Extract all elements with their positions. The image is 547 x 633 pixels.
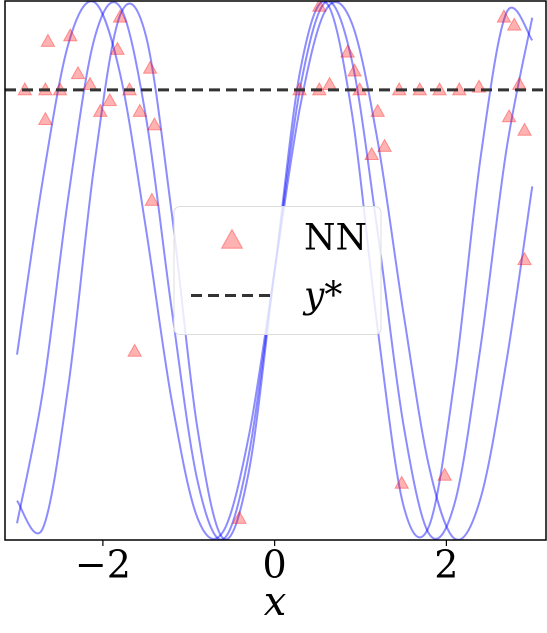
scatter-point (142, 60, 158, 74)
scatter-point (112, 9, 128, 23)
scatter-point (370, 103, 386, 117)
x-tick-label: 2 (434, 543, 458, 587)
legend-label: NN (304, 218, 367, 259)
legend-box (173, 206, 382, 335)
scatter-point (364, 146, 380, 161)
scatter-point (322, 76, 338, 90)
scatter-point (506, 17, 522, 31)
scatter-point (132, 103, 148, 117)
scatter-point (102, 92, 118, 107)
scatter-point (496, 9, 512, 23)
scatter-point (231, 510, 247, 524)
x-axis-label: x (264, 579, 287, 625)
scatter-point (437, 467, 453, 481)
scatter-point (70, 65, 86, 80)
scatter-point (517, 122, 533, 136)
scatter-point (40, 33, 56, 47)
legend-marker (220, 228, 244, 249)
x-tick-label: 0 (263, 543, 287, 587)
scatter-point (511, 76, 527, 90)
scatter-point (377, 138, 393, 152)
scatter-point (340, 44, 356, 58)
scatter-point (92, 103, 108, 117)
scatter-point (109, 41, 125, 55)
scatter-point (127, 343, 143, 357)
scatter-point (144, 192, 160, 206)
frame (4, 0, 547, 541)
scatter-point (146, 116, 162, 131)
scatter-point (394, 475, 410, 489)
scatter-point (37, 111, 53, 125)
scatter-point (501, 108, 517, 123)
scatter-point (62, 28, 78, 42)
x-tick-label: −2 (75, 543, 131, 587)
legend-label: y* (302, 276, 342, 317)
scatter-point (347, 63, 363, 77)
scatter-point (311, 1, 327, 12)
scatter-point (517, 251, 533, 266)
